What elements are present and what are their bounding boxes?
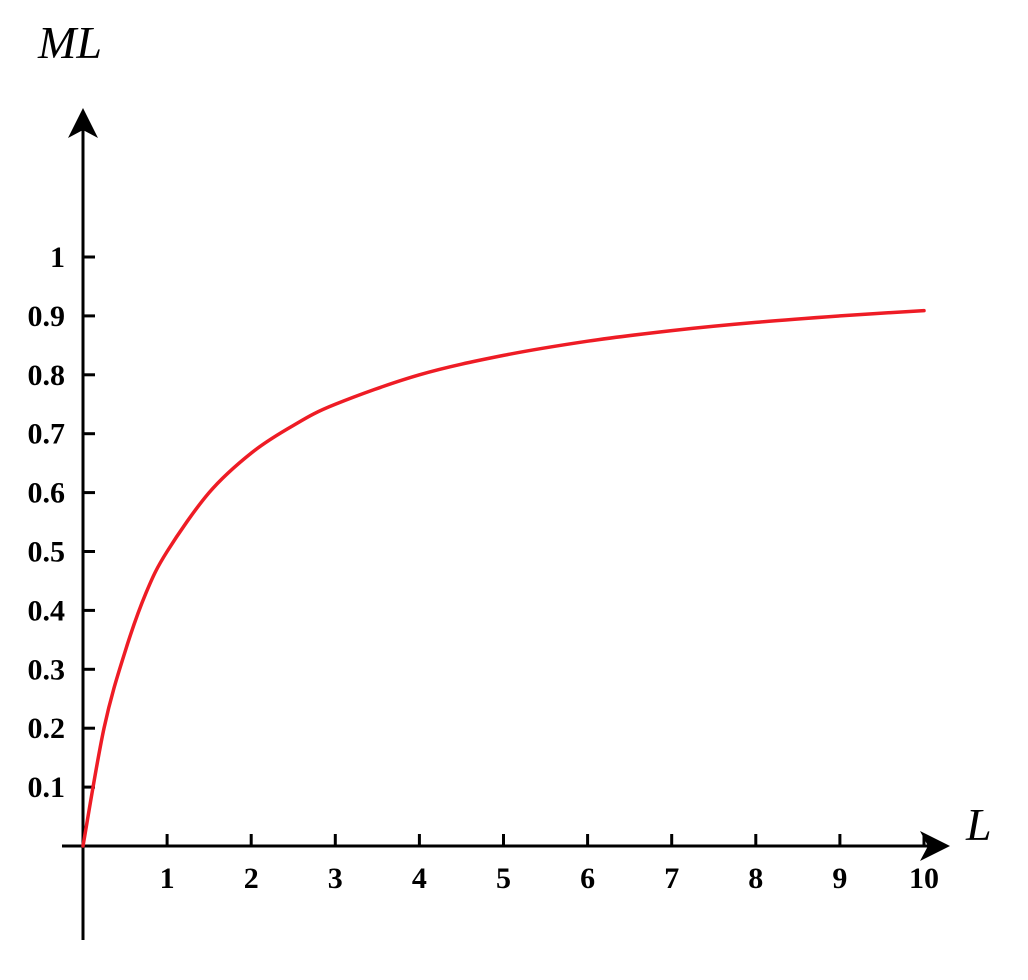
- x-tick-label: 3: [328, 862, 343, 895]
- x-axis-title: L: [965, 799, 992, 850]
- series-line: [81, 308, 926, 848]
- y-tick-label: 0.1: [28, 771, 66, 804]
- x-axis-arrow: [920, 831, 950, 861]
- y-tick-label: 1: [50, 241, 65, 274]
- series: [81, 308, 926, 848]
- y-axis-title: ML: [37, 17, 102, 68]
- x-tick-label: 10: [909, 862, 939, 895]
- x-tick-label: 7: [664, 862, 679, 895]
- x-ticks: 1 2 3 4 5 6 7 8 9 10: [160, 834, 939, 895]
- y-axis-arrow: [68, 108, 98, 138]
- x-tick-label: 1: [160, 862, 175, 895]
- y-tick-label: 0.5: [28, 536, 66, 569]
- x-tick-label: 6: [580, 862, 595, 895]
- x-tick-label: 8: [748, 862, 763, 895]
- y-tick-label: 0.8: [28, 359, 66, 392]
- y-tick-label: 0.9: [28, 300, 66, 333]
- x-tick-label: 4: [412, 862, 427, 895]
- x-tick-label: 5: [496, 862, 511, 895]
- axes: [62, 108, 950, 940]
- y-tick-label: 0.7: [28, 418, 66, 451]
- y-tick-label: 0.4: [28, 594, 66, 627]
- y-tick-label: 0.3: [28, 653, 66, 686]
- y-tick-label: 0.2: [28, 712, 66, 745]
- y-tick-label: 0.6: [28, 477, 66, 510]
- x-tick-label: 9: [832, 862, 847, 895]
- x-tick-label: 2: [244, 862, 259, 895]
- y-ticks: 0.1 0.2 0.3 0.4 0.5 0.6 0.7 0.8 0.9 1: [28, 241, 95, 804]
